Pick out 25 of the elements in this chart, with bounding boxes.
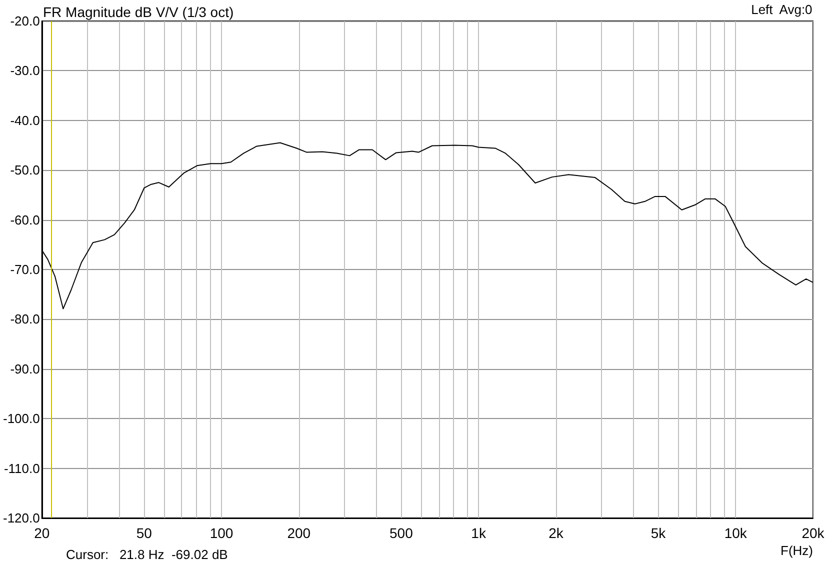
x-tick-label: 50 <box>136 525 152 541</box>
y-tick-label: -70.0 <box>10 262 40 277</box>
y-tick-label: -110.0 <box>4 460 40 476</box>
x-tick-label: 200 <box>287 525 311 541</box>
x-tick-label: 10k <box>724 525 748 541</box>
y-tick-label: -20.0 <box>10 14 40 28</box>
x-tick-label: 100 <box>210 525 234 541</box>
y-tick-label: -60.0 <box>10 212 40 228</box>
chart-title: FR Magnitude dB V/V (1/3 oct) <box>43 4 234 20</box>
x-tick-label: 20k <box>802 525 826 541</box>
x-tick-label: 20 <box>34 525 50 541</box>
x-tick-label: 5k <box>650 525 667 541</box>
text: Cursor: 21.8 Hz -69.02 dB <box>66 547 228 561</box>
y-tick-label: -90.0 <box>10 361 40 376</box>
x-tick-label: 1k <box>471 525 487 541</box>
y-tick-label: -50.0 <box>10 162 40 178</box>
x-axis-title: F(Hz) <box>780 543 813 558</box>
y-tick-label: -120.0 <box>2 510 40 526</box>
x-tick-label: 500 <box>390 525 414 541</box>
y-tick-label: -80.0 <box>10 312 40 327</box>
x-tick-label: 2k <box>548 525 564 541</box>
y-tick-label: -40.0 <box>10 112 40 128</box>
y-tick-label: -100.0 <box>2 411 40 426</box>
y-tick-label: -30.0 <box>10 63 40 78</box>
text: Left Avg:0 <box>751 2 812 17</box>
